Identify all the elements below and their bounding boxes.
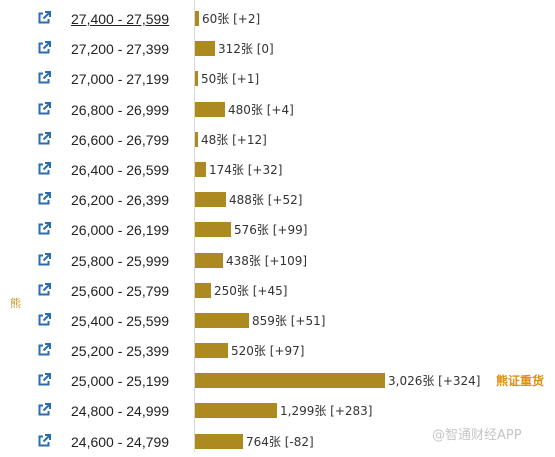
strike-range-link[interactable]: 27,000 - 27,199 [71,71,170,88]
strike-range-link[interactable]: 27,200 - 27,399 [71,41,170,58]
count-bar [195,403,277,419]
count-bar [195,41,215,57]
count-label: 60张 [+2] [202,12,261,26]
count-bar [195,101,225,117]
count-label: 764张 [-82] [246,434,314,449]
strike-range-link[interactable]: 25,600 - 25,799 [71,282,170,299]
strike-range-link[interactable]: 25,800 - 25,999 [71,252,170,269]
strike-range-link[interactable]: 26,400 - 26,599 [71,161,170,178]
table-row: 27,000 - 27,199 50张 [+1] [0,64,555,94]
table-row: 25,600 - 25,799 250张 [+45] [0,276,555,306]
table-row: 25,800 - 25,999 438张 [+109] [0,246,555,276]
count-bar [195,343,228,359]
external-link-icon[interactable] [37,192,51,206]
count-label: 1,299张 [+283] [280,404,373,419]
table-row: 25,200 - 25,399 520张 [+97] [0,336,555,366]
count-bar [195,282,211,298]
strike-range-link[interactable]: 25,400 - 25,599 [71,312,170,329]
external-link-icon[interactable] [37,161,51,176]
external-link-icon[interactable] [37,312,51,327]
external-link-icon[interactable] [37,403,51,417]
external-link-icon[interactable] [37,282,51,297]
table-row: 27,200 - 27,399 312张 [0] [0,34,555,64]
table-row: 26,400 - 26,599 174张 [+32] [0,155,555,185]
table-row: 24,800 - 24,999 1,299张 [+283] [0,396,555,426]
strike-range-link[interactable]: 26,600 - 26,799 [71,131,170,148]
table-row: 24,600 - 24,799 764张 [-82] [0,427,555,457]
strike-range-link[interactable]: 25,000 - 25,199 [71,373,170,390]
count-label: 48张 [+12] [201,132,267,147]
external-link-icon[interactable] [37,373,51,387]
count-label: 3,026张 [+324] [388,374,481,389]
count-bar [195,373,385,389]
strike-range-link[interactable]: 24,600 - 24,799 [71,433,170,450]
bear-side-label: 熊 [10,297,21,310]
bar-axis-line [194,0,195,452]
count-label: 438张 [+109] [226,253,308,268]
external-link-icon[interactable] [37,131,51,146]
table-row: 27,400 - 27,599 60张 [+2] [0,4,555,34]
highlight-tag: 熊证重货 [496,374,545,389]
table-row: 26,800 - 26,999 480张 [+4] [0,95,555,125]
count-bar [195,131,198,147]
external-link-icon[interactable] [37,252,51,267]
count-bar [195,312,249,328]
external-link-icon[interactable] [37,101,51,116]
external-link-icon[interactable] [37,71,51,85]
strike-range-link[interactable]: 26,800 - 26,999 [71,101,170,118]
count-label: 488张 [+52] [229,193,303,208]
external-link-icon[interactable] [37,222,51,236]
count-label: 312张 [0] [218,42,274,57]
count-bar [195,11,199,26]
table-row: 25,000 - 25,199 3,026张 [+324] 熊证重货 [0,366,555,396]
count-bar [195,252,223,268]
count-label: 520张 [+97] [231,344,305,359]
count-bar [195,433,243,449]
count-bar [195,192,226,208]
strike-range-link[interactable]: 27,400 - 27,599 [71,11,170,27]
count-label: 250张 [+45] [214,283,288,298]
table-row: 25,400 - 25,599 859张 [+51] [0,306,555,336]
count-label: 50张 [+1] [201,72,260,87]
external-link-icon[interactable] [37,11,51,25]
count-bar [195,161,206,177]
table-row: 26,200 - 26,399 488张 [+52] [0,185,555,215]
count-bar [195,71,198,87]
strike-range-table: 27,400 - 27,599 60张 [+2] 27,200 - 27,399 31… [0,4,555,457]
strike-range-link[interactable]: 26,200 - 26,399 [71,192,170,209]
count-bar [195,222,231,238]
watermark: @智通财经APP [432,428,522,443]
external-link-icon[interactable] [37,433,51,448]
strike-range-link[interactable]: 25,200 - 25,399 [71,343,170,360]
count-label: 859张 [+51] [252,313,326,328]
external-link-icon[interactable] [37,41,51,55]
strike-range-link[interactable]: 26,000 - 26,199 [71,222,170,239]
table-row: 26,600 - 26,799 48张 [+12] [0,125,555,155]
strike-range-link[interactable]: 24,800 - 24,999 [71,403,170,420]
count-label: 174张 [+32] [209,162,283,177]
external-link-icon[interactable] [37,343,51,357]
table-row: 26,000 - 26,199 576张 [+99] [0,215,555,245]
count-label: 576张 [+99] [234,223,308,238]
count-label: 480张 [+4] [228,102,294,117]
